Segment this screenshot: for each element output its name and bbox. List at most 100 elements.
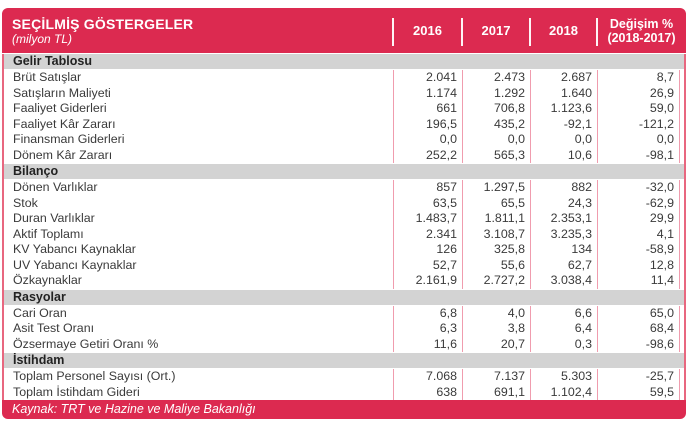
value-change: -25,7 — [597, 369, 680, 385]
value-2016: 2.341 — [393, 226, 462, 243]
value-change: 29,9 — [597, 211, 680, 227]
table-row: Asit Test Oranı 6,3 3,8 6,4 68,4 — [4, 321, 684, 337]
source-footer: Kaynak: TRT ve Hazine ve Maliye Bakanlığ… — [2, 400, 686, 419]
column-header-change: Değişim % (2018-2017) — [596, 8, 686, 53]
row-label: Özsermaye Getiri Oranı % — [13, 336, 159, 351]
table-row: Toplam Personel Sayısı (Ort.) 7.068 7.137 5… — [4, 369, 684, 385]
value-2017: 4,0 — [462, 305, 530, 322]
value-2018: 2.353,1 — [530, 211, 597, 227]
table-row: Finansman Giderleri 0,0 0,0 0,0 0,0 — [4, 132, 684, 148]
value-change: -62,9 — [597, 195, 680, 212]
table-row: Duran Varlıklar 1.483,7 1.811,1 2.353,1 29,9 — [4, 211, 684, 227]
row-label: Faaliyet Giderleri — [13, 101, 107, 115]
value-2017: 55,6 — [462, 257, 530, 274]
value-2017: 2.473 — [462, 70, 530, 86]
table-row: UV Yabancı Kaynaklar 52,7 55,6 62,7 12,8 — [4, 257, 684, 274]
value-2018: 3.235,3 — [530, 226, 597, 243]
value-2016: 661 — [393, 101, 462, 117]
row-label: Satışların Maliyeti — [13, 85, 111, 100]
value-2016: 63,5 — [393, 195, 462, 212]
row-label: Özkaynaklar — [13, 273, 82, 287]
value-2016: 11,6 — [393, 336, 462, 353]
value-2017: 706,8 — [462, 101, 530, 117]
row-label: Finansman Giderleri — [13, 132, 125, 146]
row-label: Asit Test Oranı — [13, 321, 95, 335]
value-2018: 882 — [530, 180, 597, 196]
value-change: 59,5 — [597, 384, 680, 401]
value-change: 65,0 — [597, 305, 680, 322]
table-row: Aktif Toplamı 2.341 3.108,7 3.235,3 4,1 — [4, 226, 684, 243]
value-2016: 638 — [393, 384, 462, 401]
value-2018: 6,6 — [530, 305, 597, 322]
value-2017: 565,3 — [462, 147, 530, 164]
value-change: 12,8 — [597, 257, 680, 274]
value-2016: 196,5 — [393, 116, 462, 133]
column-header-change-line1: Değişim % — [609, 16, 674, 31]
row-label: Toplam İstihdam Gideri — [13, 384, 140, 399]
value-2016: 7.068 — [393, 369, 462, 385]
value-2017: 325,8 — [462, 242, 530, 258]
row-label: Stok — [13, 195, 38, 210]
value-2017: 65,5 — [462, 195, 530, 212]
value-change: 0,0 — [597, 132, 680, 148]
table-row: Brüt Satışlar 2.041 2.473 2.687 8,7 — [4, 70, 684, 86]
value-2018: 1.123,6 — [530, 101, 597, 117]
row-label: Dönen Varlıklar — [13, 180, 98, 194]
indicators-table: SEÇİLMİŞ GÖSTERGELER (milyon TL) 2016 20… — [2, 8, 686, 419]
value-2016: 52,7 — [393, 257, 462, 274]
value-2018: 2.687 — [530, 70, 597, 86]
value-2017: 435,2 — [462, 116, 530, 133]
table-row: Faaliyet Giderleri 661 706,8 1.123,6 59,0 — [4, 101, 684, 117]
table-row: Özkaynaklar 2.161,9 2.727,2 3.038,4 11,4 — [4, 273, 684, 289]
table-row: Satışların Maliyeti 1.174 1.292 1.640 26,9 — [4, 85, 684, 102]
value-change: 26,9 — [597, 85, 680, 102]
value-2016: 2.161,9 — [393, 273, 462, 289]
value-2018: 0,0 — [530, 132, 597, 148]
table-row: Faaliyet Kâr Zararı 196,5 435,2 -92,1 -121,2 — [4, 116, 684, 133]
table-row: Toplam İstihdam Gideri 638 691,1 1.102,4 59,… — [4, 384, 684, 401]
section-header: Bilanço — [4, 164, 684, 179]
value-2017: 20,7 — [462, 336, 530, 353]
value-change: 8,7 — [597, 70, 680, 86]
value-2017: 1.292 — [462, 85, 530, 102]
value-2016: 1.483,7 — [393, 211, 462, 227]
value-2016: 6,3 — [393, 321, 462, 337]
table-row: Stok 63,5 65,5 24,3 -62,9 — [4, 195, 684, 212]
value-2018: 24,3 — [530, 195, 597, 212]
value-2016: 857 — [393, 180, 462, 196]
value-change: -98,6 — [597, 336, 680, 353]
value-change: -98,1 — [597, 147, 680, 164]
value-2016: 6,8 — [393, 305, 462, 322]
value-change: 4,1 — [597, 226, 680, 243]
value-2017: 0,0 — [462, 132, 530, 148]
value-2018: 5.303 — [530, 369, 597, 385]
value-2016: 252,2 — [393, 147, 462, 164]
table-row: KV Yabancı Kaynaklar 126 325,8 134 -58,9 — [4, 242, 684, 258]
value-change: 11,4 — [597, 273, 680, 289]
value-change: 68,4 — [597, 321, 680, 337]
value-2017: 3.108,7 — [462, 226, 530, 243]
column-header-2017: 2017 — [461, 8, 530, 53]
value-change: -32,0 — [597, 180, 680, 196]
table-row: Dönem Kâr Zararı 252,2 565,3 10,6 -98,1 — [4, 147, 684, 164]
row-label: Duran Varlıklar — [13, 211, 95, 225]
value-change: -58,9 — [597, 242, 680, 258]
value-2018: 62,7 — [530, 257, 597, 274]
value-2017: 7.137 — [462, 369, 530, 385]
value-2016: 0,0 — [393, 132, 462, 148]
value-2018: 134 — [530, 242, 597, 258]
row-label: Brüt Satışlar — [13, 70, 82, 84]
value-2018: -92,1 — [530, 116, 597, 133]
row-label: UV Yabancı Kaynaklar — [13, 257, 137, 272]
column-header-2016: 2016 — [392, 8, 462, 53]
section-header: Rasyolar — [4, 289, 684, 305]
row-label: Faaliyet Kâr Zararı — [13, 116, 116, 131]
value-2017: 1.811,1 — [462, 211, 530, 227]
table-row: Dönen Varlıklar 857 1.297,5 882 -32,0 — [4, 180, 684, 196]
table-header: SEÇİLMİŞ GÖSTERGELER (milyon TL) 2016 20… — [2, 8, 686, 53]
value-2017: 3,8 — [462, 321, 530, 337]
value-2018: 1.640 — [530, 85, 597, 102]
row-label: Dönem Kâr Zararı — [13, 147, 113, 162]
value-2017: 1.297,5 — [462, 180, 530, 196]
value-2018: 3.038,4 — [530, 273, 597, 289]
